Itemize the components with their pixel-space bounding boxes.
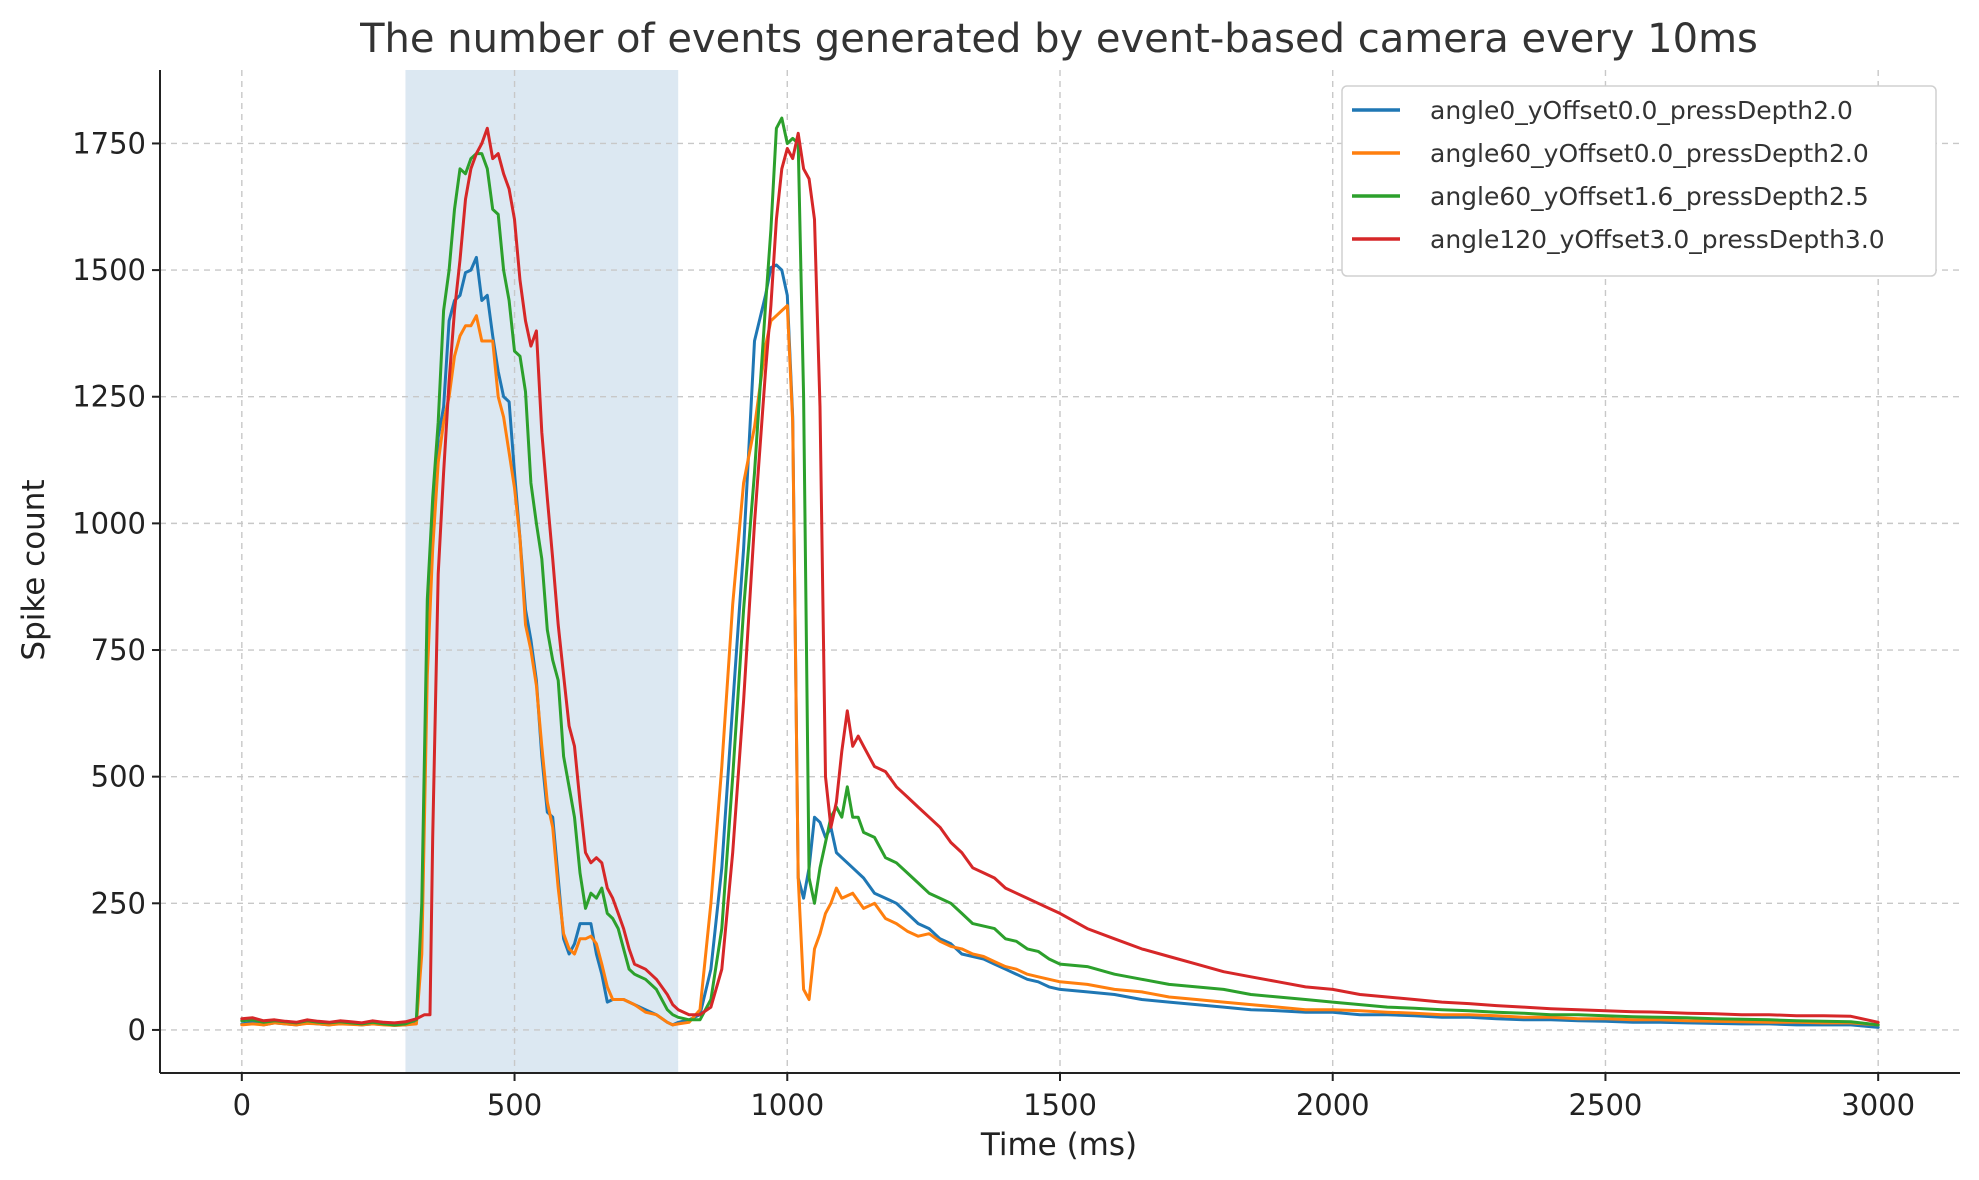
chart-title: The number of events generated by event-… [359, 16, 1758, 62]
series-line-2 [240, 116, 1880, 1027]
x-tick-label: 0 [233, 1088, 251, 1122]
y-tick-label: 250 [91, 886, 146, 920]
y-tick-label: 1000 [72, 506, 146, 540]
y-tick-label: 1250 [72, 380, 146, 414]
x-tick-label: 500 [487, 1088, 542, 1122]
legend-box [1341, 85, 1937, 277]
legend-label-2: angle60_yOffset1.6_pressDepth2.5 [1430, 182, 1869, 211]
x-tick-label: 1500 [1023, 1088, 1097, 1122]
series-line-3 [240, 126, 1880, 1025]
series-line-0 [240, 255, 1880, 1029]
x-tick-label: 3000 [1841, 1088, 1915, 1122]
x-axis-label: Time (ms) [980, 1127, 1137, 1163]
y-tick-label: 1500 [72, 253, 146, 287]
x-tick-label: 2000 [1296, 1088, 1370, 1122]
x-tick-label: 1000 [750, 1088, 824, 1122]
legend-label-0: angle0_yOffset0.0_pressDepth2.0 [1430, 96, 1853, 125]
y-axis-label: Spike count [16, 479, 52, 660]
y-tick-label: 0 [128, 1013, 146, 1047]
tick-layer: 0 500 1000 1500 2000 2500 3000 0 250 500 750 1000 12… [72, 126, 1915, 1122]
legend-label-1: angle60_yOffset0.0_pressDepth2.0 [1430, 139, 1869, 168]
series-layer [240, 116, 1880, 1029]
x-tick-label: 2500 [1569, 1088, 1643, 1122]
y-tick-label: 500 [91, 760, 146, 794]
legend-label-3: angle120_yOffset3.0_pressDepth3.0 [1430, 225, 1885, 254]
y-tick-label: 1750 [72, 126, 146, 160]
y-tick-label: 750 [91, 633, 146, 667]
legend: angle0_yOffset0.0_pressDepth2.0 angle60_y… [1341, 85, 1937, 277]
